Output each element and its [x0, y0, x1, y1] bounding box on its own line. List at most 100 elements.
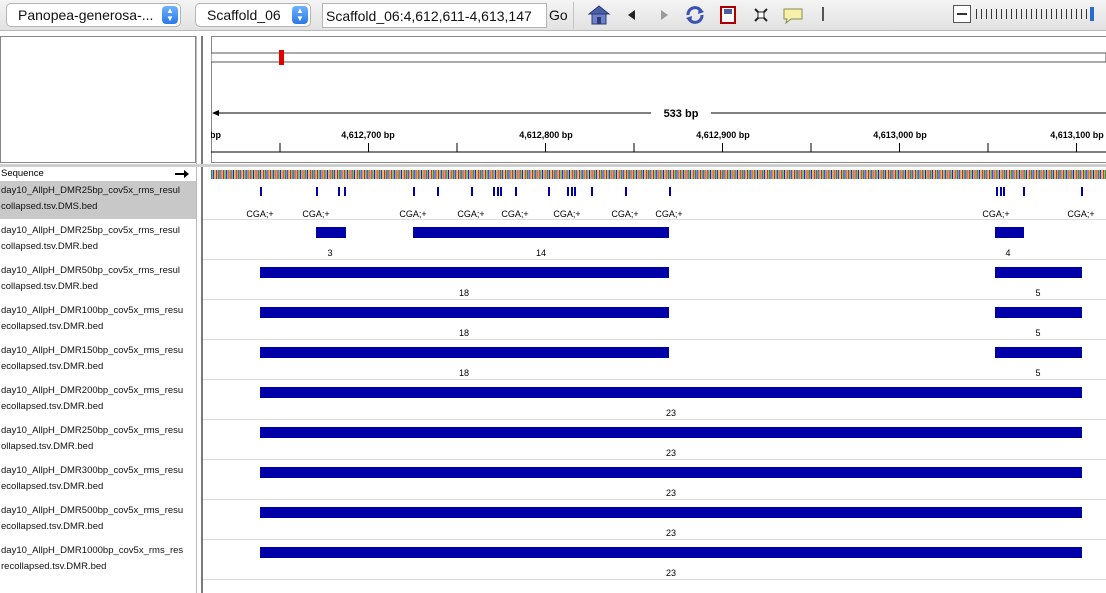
zoom-tick[interactable]: [991, 9, 992, 19]
track-name-6[interactable]: day10_AllpH_DMR200bp_cov5x_rms_resu ecoll…: [0, 381, 196, 413]
home-icon[interactable]: [587, 4, 611, 26]
sequence-base: [573, 170, 576, 179]
zoom-tick[interactable]: [996, 9, 997, 19]
track-name-2[interactable]: day10_AllpH_DMR25bp_cov5x_rms_resul colla…: [0, 221, 196, 253]
sequence-track-name[interactable]: Sequence: [0, 166, 196, 182]
zoom-tick[interactable]: [1061, 9, 1062, 19]
track-name-10[interactable]: day10_AllpH_DMR1000bp_cov5x_rms_res recol…: [0, 541, 196, 573]
forward-arrow-icon[interactable]: [656, 4, 672, 26]
toolbar-separator: [822, 7, 824, 21]
dms-feature[interactable]: [515, 187, 517, 196]
strand-arrow-icon[interactable]: [174, 169, 190, 179]
zoom-tick[interactable]: [986, 9, 987, 19]
genome-select[interactable]: Panopea-generosa-... ▲ ▼: [6, 3, 181, 27]
sequence-base: [723, 170, 725, 179]
sequence-base: [234, 170, 236, 179]
zoom-slider[interactable]: [976, 7, 1096, 21]
dms-feature[interactable]: [497, 187, 499, 196]
dmr-feature[interactable]: [260, 467, 1082, 478]
dms-feature[interactable]: [1023, 187, 1025, 196]
dmr-feature[interactable]: [260, 507, 1082, 518]
popup-info-icon[interactable]: [781, 4, 805, 26]
zoom-tick[interactable]: [1026, 9, 1027, 19]
zoom-tick[interactable]: [1081, 9, 1082, 19]
zoom-thumb[interactable]: [1090, 7, 1094, 21]
dms-feature[interactable]: [1000, 187, 1002, 196]
dmr-feature[interactable]: [260, 307, 669, 318]
sequence-base: [735, 170, 737, 179]
zoom-tick[interactable]: [1021, 9, 1022, 19]
dms-feature[interactable]: [591, 187, 593, 196]
go-button[interactable]: Go: [549, 3, 573, 28]
zoom-tick[interactable]: [1076, 9, 1077, 19]
dms-feature[interactable]: [344, 187, 346, 196]
zoom-tick[interactable]: [1031, 9, 1032, 19]
dmr-feature[interactable]: [995, 267, 1082, 278]
dms-feature[interactable]: [316, 187, 318, 196]
zoom-tick[interactable]: [981, 9, 982, 19]
sequence-base: [498, 170, 500, 179]
dmr-feature[interactable]: [260, 387, 1082, 398]
dms-feature[interactable]: [574, 187, 576, 196]
zoom-tick[interactable]: [1056, 9, 1057, 19]
dms-feature[interactable]: [625, 187, 627, 196]
dms-feature[interactable]: [996, 187, 998, 196]
dms-feature[interactable]: [567, 187, 569, 196]
track-name-4[interactable]: day10_AllpH_DMR100bp_cov5x_rms_resu ecoll…: [0, 301, 196, 333]
dmr-feature[interactable]: [995, 307, 1082, 318]
dms-feature[interactable]: [493, 187, 495, 196]
sequence-base: [577, 170, 579, 179]
track-name-7[interactable]: day10_AllpH_DMR250bp_cov5x_rms_resu ollap…: [0, 421, 196, 453]
zoom-tick[interactable]: [1036, 9, 1037, 19]
panel-divider[interactable]: [201, 36, 203, 593]
refresh-icon[interactable]: [683, 4, 707, 26]
zoom-tick[interactable]: [976, 9, 977, 19]
track-name-1[interactable]: day10_AllpH_DMR25bp_cov5x_rms_resul colla…: [0, 181, 196, 219]
dmr-feature[interactable]: [260, 267, 669, 278]
dmr-feature[interactable]: [316, 227, 346, 238]
zoom-tick[interactable]: [1046, 9, 1047, 19]
track-name-9[interactable]: day10_AllpH_DMR500bp_cov5x_rms_resu ecoll…: [0, 501, 196, 533]
dms-feature[interactable]: [413, 187, 415, 196]
dmr-feature[interactable]: [413, 227, 669, 238]
dms-feature[interactable]: [471, 187, 473, 196]
zoom-tick[interactable]: [1001, 9, 1002, 19]
dms-feature[interactable]: [338, 187, 340, 196]
zoom-out-button[interactable]: [953, 5, 971, 23]
sequence-base: [311, 170, 313, 179]
dms-feature[interactable]: [260, 187, 262, 196]
zoom-tick[interactable]: [1006, 9, 1007, 19]
region-navigator-icon[interactable]: [718, 4, 738, 26]
zoom-tick[interactable]: [1041, 9, 1042, 19]
zoom-tick[interactable]: [1066, 9, 1067, 19]
dms-feature[interactable]: [571, 187, 573, 196]
sequence-track[interactable]: [211, 170, 1106, 179]
track-name-line2: collapsed.tsv.DMR.bed: [1, 241, 98, 252]
track-name-3[interactable]: day10_AllpH_DMR50bp_cov5x_rms_resul colla…: [0, 261, 196, 293]
track-name-5[interactable]: day10_AllpH_DMR150bp_cov5x_rms_resu ecoll…: [0, 341, 196, 373]
dmr-feature[interactable]: [995, 227, 1024, 238]
sequence-base: [797, 170, 799, 179]
dmr-feature[interactable]: [260, 427, 1082, 438]
dms-feature[interactable]: [1003, 187, 1005, 196]
dms-feature[interactable]: [437, 187, 439, 196]
chromosome-ideogram[interactable]: [211, 52, 1106, 63]
resize-to-window-icon[interactable]: [751, 4, 771, 26]
zoom-tick[interactable]: [1011, 9, 1012, 19]
dms-feature[interactable]: [548, 187, 550, 196]
dmr-feature[interactable]: [260, 347, 669, 358]
dms-feature[interactable]: [1081, 187, 1083, 196]
dmr-feature[interactable]: [995, 347, 1082, 358]
dms-feature[interactable]: [500, 187, 502, 196]
locus-input[interactable]: [322, 3, 547, 28]
dms-feature[interactable]: [669, 187, 671, 196]
track-name-8[interactable]: day10_AllpH_DMR300bp_cov5x_rms_resu ecoll…: [0, 461, 196, 493]
zoom-tick[interactable]: [1071, 9, 1072, 19]
back-arrow-icon[interactable]: [624, 4, 640, 26]
sequence-base: [511, 170, 513, 179]
dmr-feature[interactable]: [260, 547, 1082, 558]
zoom-tick[interactable]: [1016, 9, 1017, 19]
zoom-tick[interactable]: [1051, 9, 1052, 19]
chromosome-select[interactable]: Scaffold_06 ▲ ▼: [195, 3, 311, 27]
zoom-tick[interactable]: [1086, 9, 1087, 19]
